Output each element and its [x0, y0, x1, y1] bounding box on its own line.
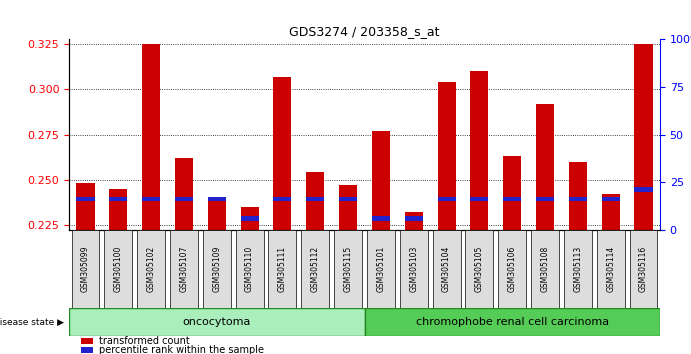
Bar — [240, 207, 258, 230]
FancyBboxPatch shape — [630, 230, 657, 308]
Bar — [208, 197, 226, 201]
Text: GSM305099: GSM305099 — [81, 246, 90, 292]
FancyBboxPatch shape — [269, 230, 296, 308]
FancyBboxPatch shape — [104, 230, 132, 308]
FancyBboxPatch shape — [203, 230, 231, 308]
Bar — [81, 347, 93, 353]
Text: transformed count: transformed count — [99, 336, 189, 346]
Bar — [602, 194, 620, 230]
Text: GSM305108: GSM305108 — [540, 246, 549, 292]
FancyBboxPatch shape — [365, 308, 660, 336]
Bar — [602, 197, 620, 201]
FancyBboxPatch shape — [433, 230, 460, 308]
Bar — [536, 197, 554, 201]
Bar — [405, 216, 423, 221]
Bar — [471, 72, 489, 230]
FancyBboxPatch shape — [334, 230, 362, 308]
Bar — [437, 82, 455, 230]
FancyBboxPatch shape — [72, 230, 100, 308]
Text: GSM305109: GSM305109 — [212, 246, 221, 292]
FancyBboxPatch shape — [236, 230, 263, 308]
Bar — [634, 44, 652, 230]
FancyBboxPatch shape — [498, 230, 526, 308]
Bar — [437, 197, 455, 201]
FancyBboxPatch shape — [400, 230, 428, 308]
Bar — [77, 183, 95, 230]
Bar — [339, 197, 357, 201]
Title: GDS3274 / 203358_s_at: GDS3274 / 203358_s_at — [290, 25, 439, 38]
Bar — [274, 197, 292, 201]
Bar — [536, 104, 554, 230]
Text: GSM305103: GSM305103 — [409, 246, 418, 292]
Text: percentile rank within the sample: percentile rank within the sample — [99, 345, 264, 354]
Text: GSM305101: GSM305101 — [377, 246, 386, 292]
Text: GSM305112: GSM305112 — [311, 246, 320, 292]
Bar — [81, 338, 93, 344]
Text: GSM305102: GSM305102 — [146, 246, 155, 292]
Text: GSM305111: GSM305111 — [278, 246, 287, 292]
Text: GSM305104: GSM305104 — [442, 246, 451, 292]
Text: GSM305113: GSM305113 — [574, 246, 583, 292]
Text: GSM305115: GSM305115 — [343, 246, 352, 292]
Bar — [142, 44, 160, 230]
Bar — [503, 197, 521, 201]
Bar — [77, 197, 95, 201]
Text: GSM305114: GSM305114 — [606, 246, 615, 292]
Bar — [372, 131, 390, 230]
Bar — [306, 172, 324, 230]
Bar — [372, 216, 390, 221]
Bar — [109, 197, 127, 201]
FancyBboxPatch shape — [597, 230, 625, 308]
FancyBboxPatch shape — [301, 230, 329, 308]
Bar — [208, 198, 226, 230]
Text: GSM305107: GSM305107 — [180, 246, 189, 292]
FancyBboxPatch shape — [170, 230, 198, 308]
Text: GSM305116: GSM305116 — [639, 246, 648, 292]
Bar — [471, 197, 489, 201]
FancyBboxPatch shape — [138, 230, 165, 308]
Text: GSM305110: GSM305110 — [245, 246, 254, 292]
Bar — [405, 212, 423, 230]
Bar — [109, 189, 127, 230]
Bar — [142, 197, 160, 201]
Text: GSM305105: GSM305105 — [475, 246, 484, 292]
Text: disease state ▶: disease state ▶ — [0, 318, 64, 327]
Text: GSM305106: GSM305106 — [508, 246, 517, 292]
FancyBboxPatch shape — [564, 230, 591, 308]
Bar — [240, 216, 258, 221]
Bar — [569, 161, 587, 230]
Bar — [634, 187, 652, 192]
FancyBboxPatch shape — [466, 230, 493, 308]
FancyBboxPatch shape — [367, 230, 395, 308]
Bar — [175, 158, 193, 230]
Text: oncocytoma: oncocytoma — [182, 317, 251, 327]
Text: GSM305100: GSM305100 — [114, 246, 123, 292]
Bar — [503, 156, 521, 230]
Bar — [339, 185, 357, 230]
Bar — [274, 77, 292, 230]
Text: chromophobe renal cell carcinoma: chromophobe renal cell carcinoma — [416, 317, 609, 327]
FancyBboxPatch shape — [69, 308, 365, 336]
Bar — [175, 197, 193, 201]
Bar — [569, 197, 587, 201]
FancyBboxPatch shape — [531, 230, 559, 308]
Bar — [306, 197, 324, 201]
